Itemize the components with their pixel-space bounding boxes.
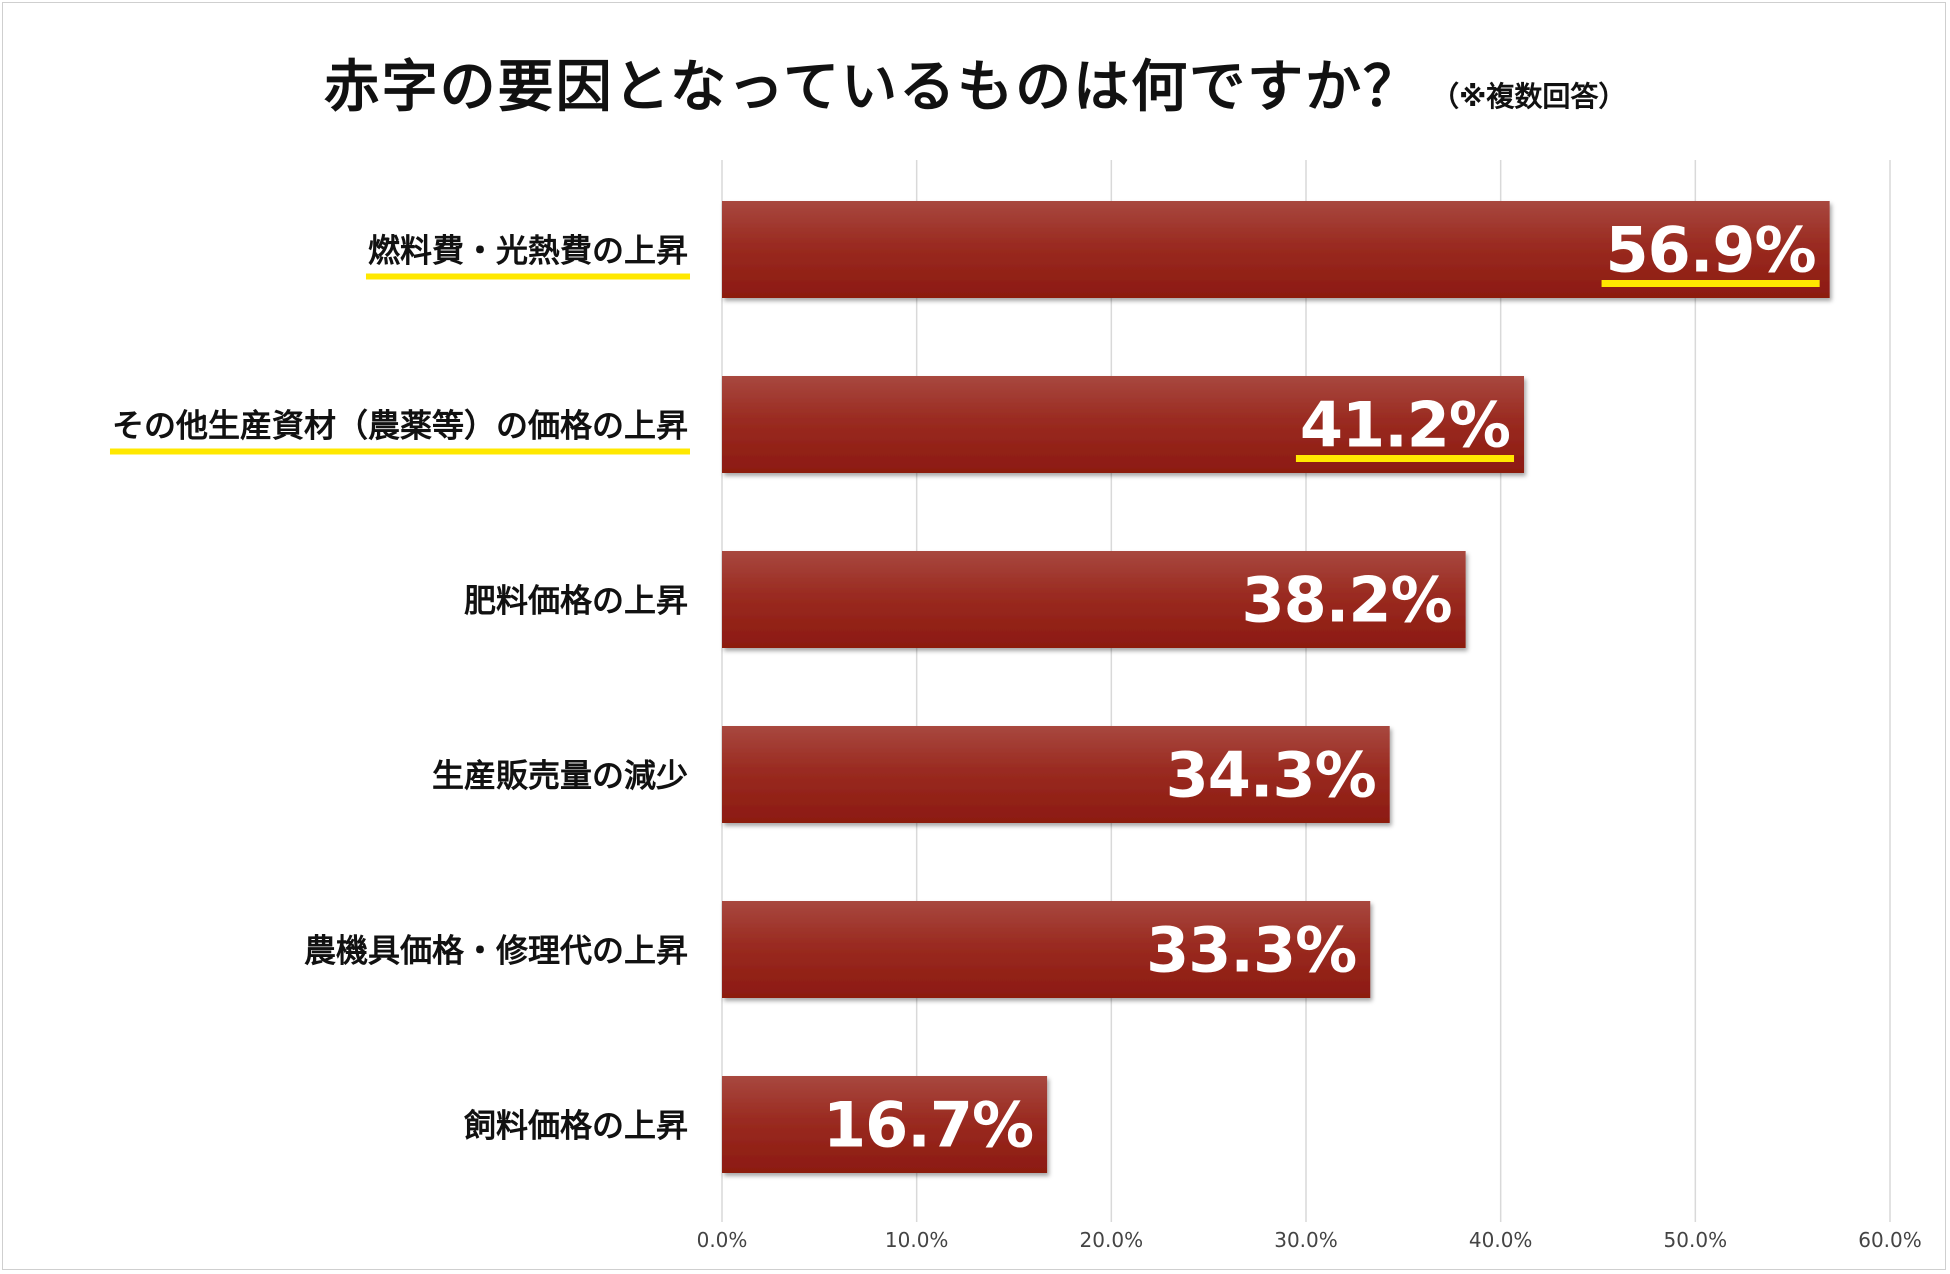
x-tick-label: 0.0% [697, 1228, 748, 1252]
bar [722, 901, 1371, 998]
bar-value-label: 34.3% [1166, 739, 1376, 812]
category-label: その他生産資材（農薬等）の価格の上昇 [112, 407, 688, 445]
value-highlight-underline [1295, 455, 1515, 462]
category-highlight-underline [109, 448, 690, 455]
category-label: 農機具価格・修理代の上昇 [304, 932, 688, 970]
chart-title-note: （※複数回答） [1431, 80, 1627, 113]
category-label: 燃料費・光熱費の上昇 [368, 232, 688, 270]
x-tick-label: 20.0% [1080, 1228, 1144, 1252]
value-highlight-underline [1601, 280, 1820, 287]
category-label: 肥料価格の上昇 [464, 582, 688, 620]
bar-value-label: 33.3% [1146, 914, 1356, 987]
bar [722, 551, 1466, 648]
bar-value-label: 56.9% [1606, 214, 1816, 287]
category-label: 生産販売量の減少 [432, 757, 688, 795]
x-tick-label: 40.0% [1469, 1228, 1533, 1252]
chart-title-text: 赤字の要因となっているものは何ですか？ [323, 55, 1422, 120]
x-tick-label: 60.0% [1858, 1228, 1922, 1252]
bar [722, 726, 1390, 823]
bar [722, 1076, 1048, 1173]
chart-title: 赤字の要因となっているものは何ですか？ （※複数回答） [0, 42, 1950, 123]
x-tick-label: 50.0% [1664, 1228, 1728, 1252]
bar-value-label: 38.2% [1242, 564, 1452, 637]
category-label: 飼料価格の上昇 [464, 1107, 688, 1145]
category-highlight-underline [365, 273, 690, 280]
bar-value-label: 41.2% [1300, 389, 1510, 462]
x-tick-label: 10.0% [885, 1228, 949, 1252]
x-tick-label: 30.0% [1274, 1228, 1338, 1252]
bar-value-label: 16.7% [823, 1089, 1033, 1162]
